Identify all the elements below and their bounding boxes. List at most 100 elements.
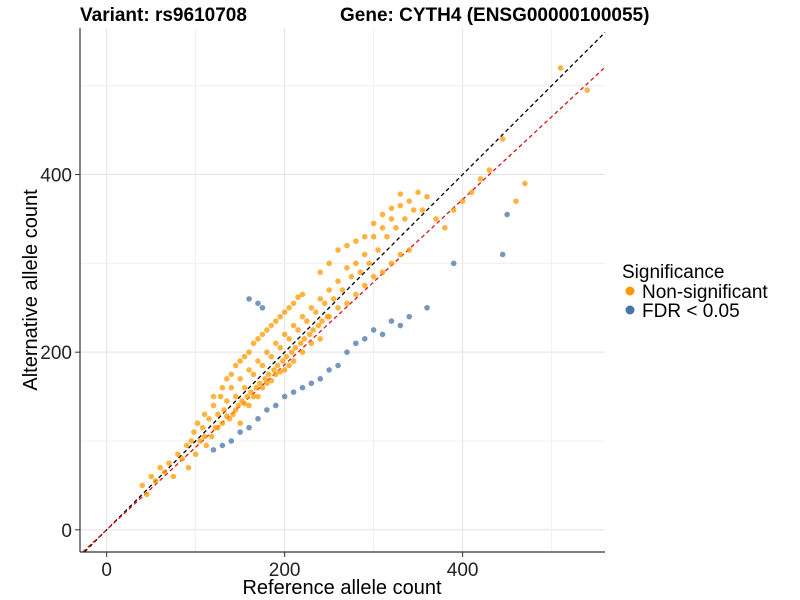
data-point-non-significant	[277, 313, 284, 320]
data-point-non-significant	[344, 242, 350, 249]
data-point-fdr-0-05	[246, 424, 252, 431]
data-point-non-significant	[250, 371, 257, 378]
data-point-fdr-0-05	[499, 251, 506, 258]
data-point-non-significant	[297, 340, 304, 347]
data-point-non-significant	[281, 367, 288, 373]
data-point-non-significant	[450, 207, 457, 213]
data-point-non-significant	[330, 296, 337, 302]
data-point-non-significant	[148, 473, 154, 480]
x-tick-label: 200	[269, 560, 301, 581]
data-point-non-significant	[295, 294, 301, 300]
data-point-non-significant	[313, 309, 319, 316]
data-point-non-significant	[415, 189, 421, 196]
x-tick-label: 0	[101, 560, 112, 581]
legend: Significance Non-significant FDR < 0.05	[622, 262, 768, 322]
data-point-non-significant	[388, 216, 395, 222]
data-point-fdr-0-05	[228, 438, 235, 444]
data-point-fdr-0-05	[246, 296, 252, 302]
data-point-non-significant	[219, 420, 226, 427]
legend-label-fdr: FDR < 0.05	[642, 301, 740, 322]
data-point-non-significant	[370, 220, 377, 227]
data-point-non-significant	[424, 193, 430, 200]
data-point-non-significant	[255, 393, 261, 400]
data-point-non-significant	[388, 205, 395, 212]
data-point-non-significant	[326, 260, 332, 267]
data-point-non-significant	[253, 384, 259, 391]
data-point-non-significant	[256, 380, 263, 387]
data-point-fdr-0-05	[264, 407, 270, 413]
data-point-non-significant	[379, 269, 386, 276]
data-point-fdr-0-05	[272, 402, 279, 409]
chart-title-variant: Variant: rs9610708	[80, 5, 247, 26]
data-point-non-significant	[281, 331, 288, 338]
data-point-non-significant	[191, 429, 197, 435]
data-point-non-significant	[197, 438, 203, 444]
data-point-non-significant	[259, 362, 266, 369]
data-point-non-significant	[361, 233, 368, 240]
data-point-non-significant	[286, 362, 292, 369]
data-point-non-significant	[335, 247, 341, 253]
data-point-non-significant	[217, 393, 224, 400]
legend-swatch-non-significant	[625, 286, 635, 296]
data-point-non-significant	[292, 344, 299, 351]
data-point-non-significant	[175, 451, 181, 458]
data-point-non-significant	[215, 411, 221, 418]
data-point-non-significant	[166, 460, 172, 466]
data-point-non-significant	[224, 413, 230, 419]
data-point-non-significant	[277, 344, 284, 351]
data-point-non-significant	[299, 349, 306, 355]
data-point-non-significant	[259, 384, 266, 391]
data-point-non-significant	[301, 336, 308, 342]
data-point-non-significant	[219, 384, 226, 391]
data-point-non-significant	[268, 322, 275, 329]
data-point-non-significant	[419, 207, 426, 213]
data-point-non-significant	[237, 420, 243, 427]
data-point-non-significant	[271, 367, 277, 373]
data-point-non-significant	[206, 415, 212, 422]
data-point-non-significant	[194, 420, 201, 427]
data-point-non-significant	[299, 291, 306, 298]
y-axis-label: Alternative allele count	[20, 189, 42, 391]
data-point-non-significant	[170, 473, 177, 480]
reference-lines	[82, 31, 606, 553]
data-point-non-significant	[259, 331, 266, 338]
data-point-non-significant	[183, 442, 190, 449]
tick-labels: 0 200 400 0 200 400	[40, 166, 478, 581]
data-point-non-significant	[280, 358, 286, 364]
data-point-non-significant	[433, 216, 439, 222]
data-point-fdr-0-05	[370, 327, 377, 333]
data-point-non-significant	[250, 393, 257, 400]
data-point-fdr-0-05	[406, 313, 413, 320]
data-point-non-significant	[241, 400, 248, 407]
data-point-non-significant	[339, 287, 346, 293]
data-point-non-significant	[310, 327, 316, 333]
data-point-non-significant	[208, 433, 215, 440]
data-point-fdr-0-05	[255, 415, 261, 422]
data-point-non-significant	[185, 464, 192, 471]
data-point-non-significant	[379, 211, 386, 218]
data-point-fdr-0-05	[361, 336, 368, 342]
data-point-non-significant	[370, 273, 377, 280]
data-point-fdr-0-05	[308, 380, 315, 387]
data-point-fdr-0-05	[326, 367, 332, 373]
data-point-non-significant	[317, 269, 324, 276]
data-points	[139, 65, 591, 498]
data-point-fdr-0-05	[388, 318, 395, 324]
data-point-non-significant	[306, 331, 313, 338]
data-point-fdr-0-05	[255, 300, 261, 307]
data-point-non-significant	[406, 247, 413, 253]
axes	[79, 28, 605, 553]
data-point-fdr-0-05	[259, 304, 266, 311]
data-point-non-significant	[401, 216, 408, 222]
data-point-non-significant	[241, 384, 248, 391]
data-point-fdr-0-05	[424, 304, 430, 311]
data-point-non-significant	[264, 349, 270, 355]
data-point-non-significant	[308, 340, 315, 347]
data-point-non-significant	[295, 327, 301, 333]
data-point-non-significant	[237, 358, 243, 364]
data-point-non-significant	[406, 198, 413, 204]
data-point-non-significant	[199, 424, 206, 431]
data-point-non-significant	[221, 407, 227, 413]
data-point-fdr-0-05	[299, 384, 306, 391]
data-point-non-significant	[522, 180, 528, 187]
